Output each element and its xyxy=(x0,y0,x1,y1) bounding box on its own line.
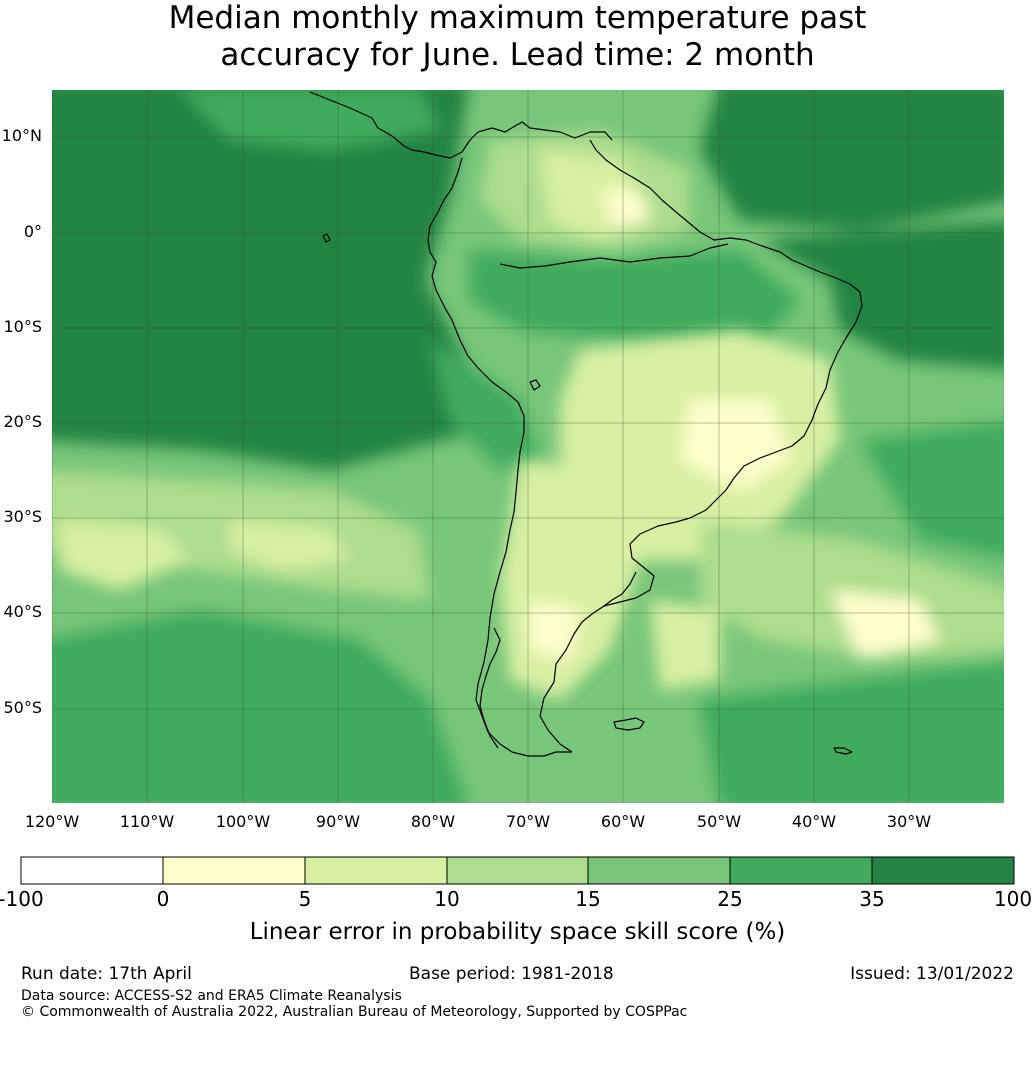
colorbar-tick-2: 0 xyxy=(156,887,170,911)
pacific-low-skill-west xyxy=(60,520,190,590)
colorbar-tick-7: 35 xyxy=(859,887,885,911)
lat-label-50s: 50°S xyxy=(3,698,42,717)
lake-titicaca-outline xyxy=(529,379,541,391)
central-andes-high-skill xyxy=(430,340,540,470)
lon-label-120w: 120°W xyxy=(24,812,80,831)
south-atlantic-low-skill xyxy=(650,600,720,690)
north-atlantic-high-skill xyxy=(700,90,1004,230)
low-skill-regions xyxy=(52,130,1004,700)
colorbar-tick-4: 10 xyxy=(434,887,460,911)
map-field xyxy=(52,90,1004,803)
colorbar-tick-1: -100 xyxy=(0,887,44,911)
south-atlantic-mid-skill xyxy=(700,661,1004,803)
colorbar-bin-6 xyxy=(730,857,872,884)
lon-label-30w: 30°W xyxy=(886,812,932,831)
amazon-river-outline xyxy=(499,243,729,269)
coastlines xyxy=(309,91,863,757)
lon-label-40w: 40°W xyxy=(791,812,837,831)
lon-label-110w: 110°W xyxy=(119,812,175,831)
south-georgia-outline xyxy=(833,747,853,755)
colorbar-dividers xyxy=(162,857,873,884)
south-atlantic-east-mid-skill xyxy=(860,421,1004,558)
lat-label-20s: 20°S xyxy=(3,412,42,431)
galapagos-islands-outline xyxy=(322,233,331,243)
issued-date: Issued: 13/01/2022 xyxy=(850,964,1014,984)
colorbar-frame xyxy=(20,856,1015,885)
high-skill-regions xyxy=(52,90,1004,803)
chart-title: Median monthly maximum temperature past … xyxy=(0,0,1035,74)
base-period: Base period: 1981-2018 xyxy=(409,964,614,984)
lon-label-90w: 90°W xyxy=(315,812,361,831)
colorbar-label: Linear error in probability space skill … xyxy=(249,919,786,945)
title-line-2: accuracy for June. Lead time: 2 month xyxy=(220,37,815,73)
chile-archipelago-outline xyxy=(479,627,501,749)
east-pacific-high-skill xyxy=(52,90,520,470)
colorbar-tick-8: 100 xyxy=(993,887,1033,911)
central-america-coastline xyxy=(309,91,613,159)
colorbar-bin-1 xyxy=(21,857,163,884)
lon-label-70w: 70°W xyxy=(505,812,551,831)
patagonia-near-zero-skill xyxy=(530,600,580,660)
guiana-near-zero-skill xyxy=(600,190,650,230)
lon-label-100w: 100°W xyxy=(215,812,271,831)
lon-label-50w: 50°W xyxy=(696,812,742,831)
colorbar xyxy=(20,856,1015,885)
lat-label-0: 0° xyxy=(23,222,42,241)
copyright-notice: © Commonwealth of Australia 2022, Austra… xyxy=(21,1004,688,1020)
lon-label-80w: 80°W xyxy=(410,812,456,831)
colorbar-bin-7 xyxy=(872,857,1014,884)
lat-label-10n: 10°N xyxy=(1,126,42,145)
rio-de-la-plata-outline xyxy=(603,571,637,607)
graticule xyxy=(52,90,1004,803)
lat-label-40s: 40°S xyxy=(3,602,42,621)
caribbean-mid-skill xyxy=(180,90,440,150)
colorbar-bin-3 xyxy=(305,857,447,884)
lat-label-10s: 10°S xyxy=(3,317,42,336)
amazon-high-skill xyxy=(470,250,800,345)
run-date: Run date: 17th April xyxy=(21,964,192,984)
south-america-east-coastline xyxy=(539,139,863,753)
brazil-near-zero-skill xyxy=(680,400,790,490)
colorbar-bin-2 xyxy=(163,857,305,884)
title-line-1: Median monthly maximum temperature past xyxy=(168,0,867,36)
pacific-low-skill-central xyxy=(230,520,350,570)
colorbar-bin-4 xyxy=(447,857,588,884)
lat-label-30s: 30°S xyxy=(3,507,42,526)
lon-label-60w: 60°W xyxy=(600,812,646,831)
colorbar-tick-3: 5 xyxy=(298,887,312,911)
colorbar-tick-5: 15 xyxy=(575,887,601,911)
colorbar-bin-5 xyxy=(588,857,730,884)
atlantic-very-low-skill xyxy=(830,590,940,660)
south-pacific-mid-skill xyxy=(52,610,468,803)
falkland-islands-outline xyxy=(613,717,645,731)
colorbar-tick-6: 25 xyxy=(717,887,743,911)
equatorial-atlantic-high-skill xyxy=(760,220,1004,370)
data-source: Data source: ACCESS-S2 and ERA5 Climate … xyxy=(21,988,402,1004)
